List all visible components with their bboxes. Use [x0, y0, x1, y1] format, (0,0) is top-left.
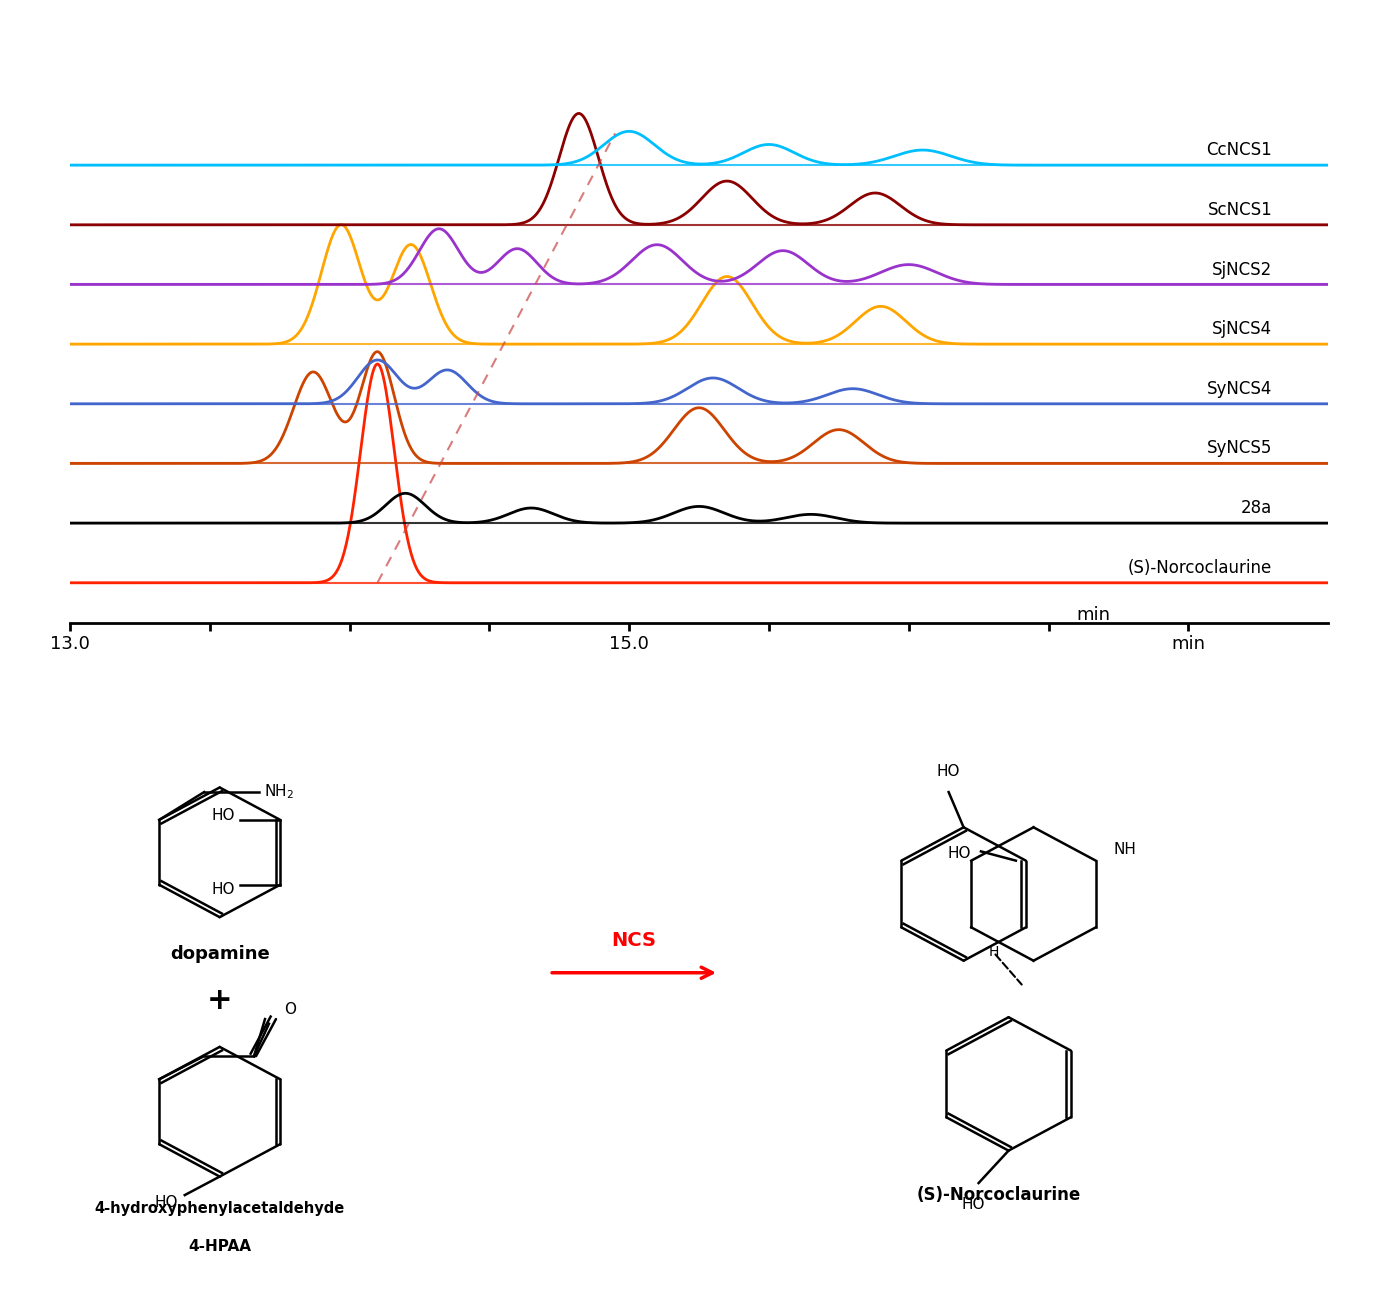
Text: HO: HO [948, 846, 972, 861]
Text: dopamine: dopamine [169, 946, 270, 964]
Text: HO: HO [211, 882, 235, 896]
Text: SyNCS5: SyNCS5 [1206, 440, 1272, 458]
Text: NH$_2$: NH$_2$ [264, 783, 294, 802]
Text: 28a: 28a [1241, 499, 1272, 518]
Text: HO: HO [154, 1195, 178, 1210]
Text: 4-hydroxyphenylacetaldehyde: 4-hydroxyphenylacetaldehyde [95, 1201, 345, 1217]
Text: HO: HO [962, 1197, 986, 1211]
Text: H: H [988, 946, 998, 960]
Text: min: min [1076, 606, 1110, 624]
Text: (S)-Norcoclaurine: (S)-Norcoclaurine [917, 1185, 1081, 1204]
Text: SjNCS4: SjNCS4 [1212, 320, 1272, 339]
Text: +: + [207, 986, 232, 1016]
Text: SjNCS2: SjNCS2 [1212, 261, 1272, 279]
Text: (S)-Norcoclaurine: (S)-Norcoclaurine [1128, 559, 1272, 577]
Text: CcNCS1: CcNCS1 [1206, 141, 1272, 160]
Text: HO: HO [211, 808, 235, 822]
Text: ScNCS1: ScNCS1 [1208, 201, 1272, 219]
Text: O: O [284, 1003, 296, 1017]
Text: 4-HPAA: 4-HPAA [189, 1239, 252, 1253]
Text: NCS: NCS [611, 931, 657, 949]
Text: NH: NH [1114, 842, 1137, 857]
Text: SyNCS4: SyNCS4 [1206, 380, 1272, 398]
Text: HO: HO [937, 764, 960, 779]
